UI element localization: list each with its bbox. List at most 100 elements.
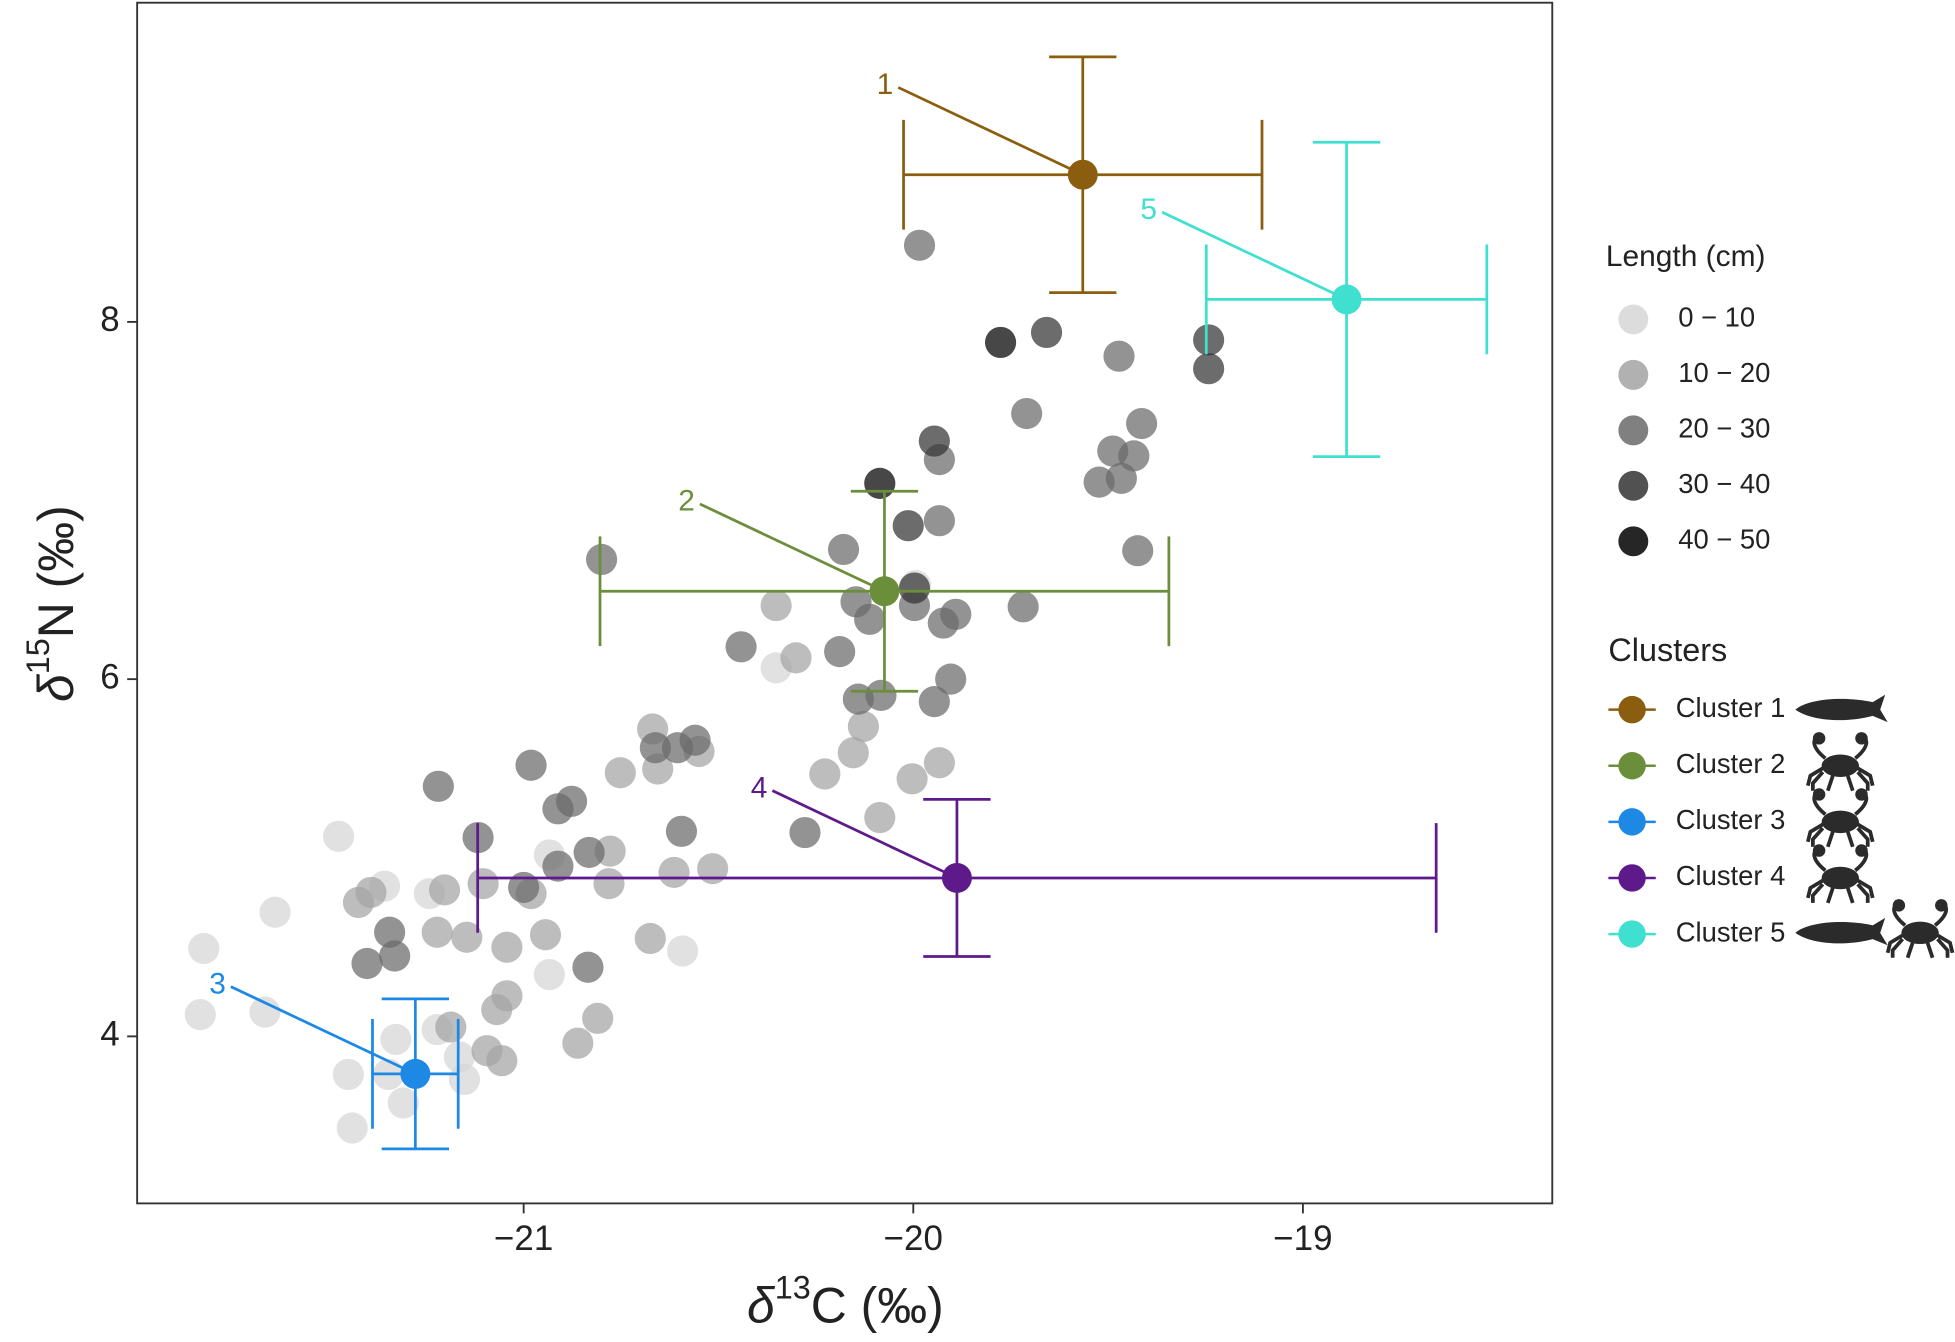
data-point [1193, 353, 1225, 385]
data-point [639, 732, 671, 764]
data-point [562, 1027, 594, 1059]
legend-swatch [1618, 752, 1646, 780]
legend-label: 20 − 30 [1678, 413, 1770, 444]
data-point [667, 935, 699, 967]
data-point [336, 1112, 368, 1144]
data-point [658, 856, 690, 888]
cluster-label: 2 [678, 485, 695, 518]
data-point [780, 642, 812, 674]
data-point [1083, 466, 1115, 498]
data-point [508, 871, 540, 903]
data-point [481, 994, 513, 1026]
data-point [188, 932, 220, 965]
data-point [387, 1087, 419, 1119]
legend-swatch [1618, 920, 1646, 948]
data-point [665, 815, 698, 847]
x-label-symbol: δ [747, 1278, 776, 1334]
data-point [789, 816, 821, 849]
cluster-label: 3 [209, 967, 226, 1000]
data-point [604, 757, 636, 789]
data-point [634, 922, 666, 955]
label-leader [897, 86, 1084, 176]
cluster-label: 4 [751, 771, 768, 804]
legend-label: Cluster 3 [1676, 804, 1786, 835]
data-point [380, 1023, 412, 1056]
legend-swatch [1618, 526, 1649, 557]
data-point [854, 603, 886, 635]
data-point [586, 543, 618, 576]
cluster-center [400, 1058, 431, 1089]
data-point [1193, 324, 1225, 356]
legend-label: Cluster 5 [1676, 916, 1786, 947]
data-point [864, 801, 896, 834]
legend-label: Cluster 2 [1676, 748, 1786, 779]
data-point [1007, 591, 1039, 623]
data-point [448, 1063, 481, 1096]
legend-label: 40 − 50 [1678, 524, 1770, 555]
data-point [355, 876, 387, 908]
data-point [533, 958, 565, 991]
data-point [184, 999, 216, 1031]
data-point [332, 1058, 364, 1091]
data-point [428, 874, 461, 906]
legend-label: 10 − 20 [1678, 357, 1770, 388]
data-point [529, 919, 562, 951]
cluster-center [869, 576, 900, 607]
legend-title: Length (cm) [1606, 240, 1766, 273]
x-axis-label: δ13C (‰) [747, 1269, 944, 1334]
data-point [1122, 535, 1154, 567]
data-point [809, 758, 841, 790]
x-tick-label: −20 [884, 1219, 943, 1258]
data-point [572, 951, 604, 983]
data-point [542, 850, 574, 882]
data-point [865, 679, 897, 711]
data-point [1011, 397, 1043, 430]
plot-frame [136, 1, 1554, 1205]
data-point [824, 636, 856, 668]
data-point [1030, 316, 1063, 349]
y-tick-label: 8 [100, 300, 119, 339]
data-point [918, 686, 950, 718]
legend-swatch [1618, 359, 1649, 390]
y-axis-label: δ15N (‰) [19, 505, 84, 702]
data-point [451, 921, 483, 953]
label-leader [771, 789, 958, 880]
data-point [435, 1011, 467, 1043]
data-point [249, 996, 281, 1028]
legend-title: Clusters [1608, 632, 1727, 668]
data-point [374, 916, 406, 948]
data-point [379, 940, 411, 972]
legend-label: 0 − 10 [1678, 302, 1755, 333]
x-tick-label: −19 [1273, 1219, 1332, 1258]
data-point [864, 467, 896, 499]
data-point [593, 868, 625, 900]
data-point [467, 868, 499, 900]
data-point [491, 931, 523, 963]
data-point [679, 724, 711, 756]
cluster-center [941, 862, 972, 893]
legend-swatch [1618, 415, 1649, 446]
legend-swatch [1618, 808, 1646, 836]
legend-label: Cluster 1 [1676, 692, 1786, 723]
data-point [515, 749, 547, 781]
label-leader [699, 502, 886, 593]
data-point [984, 326, 1017, 359]
data-point [892, 510, 924, 542]
data-point [582, 1002, 614, 1034]
legend-swatch [1618, 470, 1649, 501]
data-point [903, 229, 936, 261]
x-label-text: C (‰) [811, 1278, 944, 1334]
y-label-sup: 15 [19, 638, 55, 674]
data-point [542, 793, 574, 825]
data-point [923, 505, 955, 537]
label-leader [1161, 210, 1348, 301]
data-point [725, 631, 757, 663]
y-tick-label: 4 [100, 1015, 119, 1054]
data-point [927, 607, 959, 639]
x-label-sup: 13 [775, 1269, 811, 1305]
data-point [323, 820, 355, 852]
cluster-center [1331, 284, 1362, 315]
legend-swatch [1618, 695, 1646, 724]
data-point [760, 589, 792, 622]
